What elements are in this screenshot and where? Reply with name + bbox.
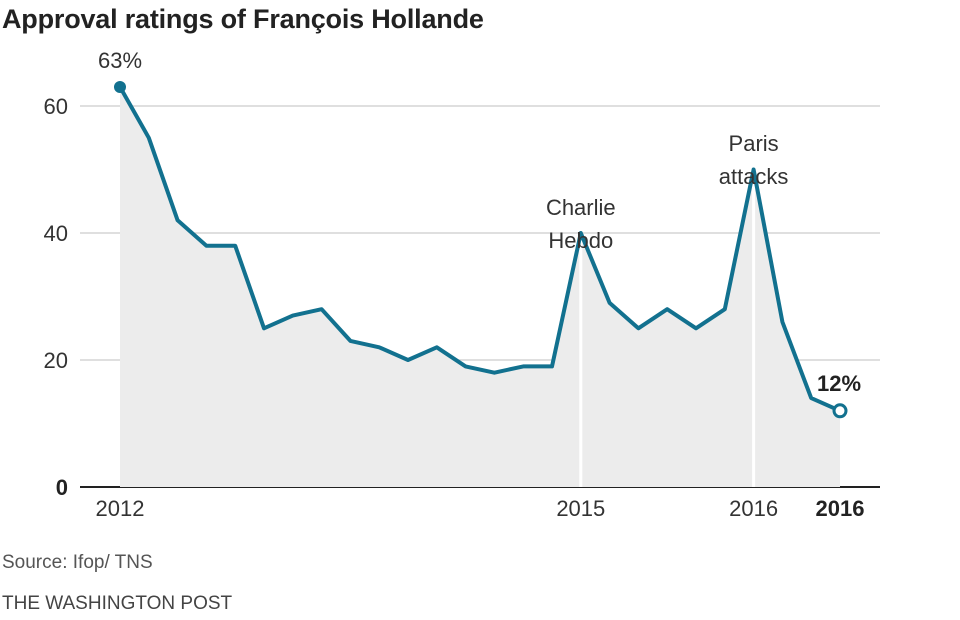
start-point-marker	[114, 80, 126, 93]
annotation-25-line-0: 12%	[817, 371, 861, 396]
y-tick-label-0: 0	[56, 475, 68, 500]
x-tick-label-0: 2012	[96, 496, 145, 521]
annotation-16-line-1: Hebdo	[548, 228, 613, 253]
y-axis-ticks: 0 20 40 60	[44, 94, 68, 500]
end-point-marker	[832, 403, 848, 419]
y-tick-label-40: 40	[44, 221, 68, 246]
approval-line	[118, 84, 842, 413]
publisher-credit: THE WASHINGTON POST	[2, 593, 233, 614]
annotation-22-line-0: Paris	[729, 131, 779, 156]
x-tick-label-22: 2016	[729, 496, 778, 521]
y-tick-label-20: 20	[44, 348, 68, 373]
area-fill	[120, 86, 840, 488]
x-axis-ticks: 2012 2015 2016 2016	[96, 496, 865, 521]
area-fill-layer	[120, 86, 840, 488]
source-note: Source: Ifop/ TNS	[2, 552, 153, 573]
x-tick-label-16: 2015	[556, 496, 605, 521]
annotation-0-line-0: 63%	[98, 48, 142, 73]
annotations: 63% Charlie Hebdo Paris attacks 12%	[98, 48, 861, 396]
series-line-layer	[118, 84, 842, 413]
annotation-16-line-0: Charlie	[546, 195, 616, 220]
point-markers	[114, 80, 848, 419]
annotation-22-line-1: attacks	[719, 164, 789, 189]
chart-title: Approval ratings of François Hollande	[2, 4, 484, 34]
event-lines	[579, 169, 756, 487]
x-tick-label-25: 2016	[816, 496, 865, 521]
y-tick-label-60: 60	[44, 94, 68, 119]
